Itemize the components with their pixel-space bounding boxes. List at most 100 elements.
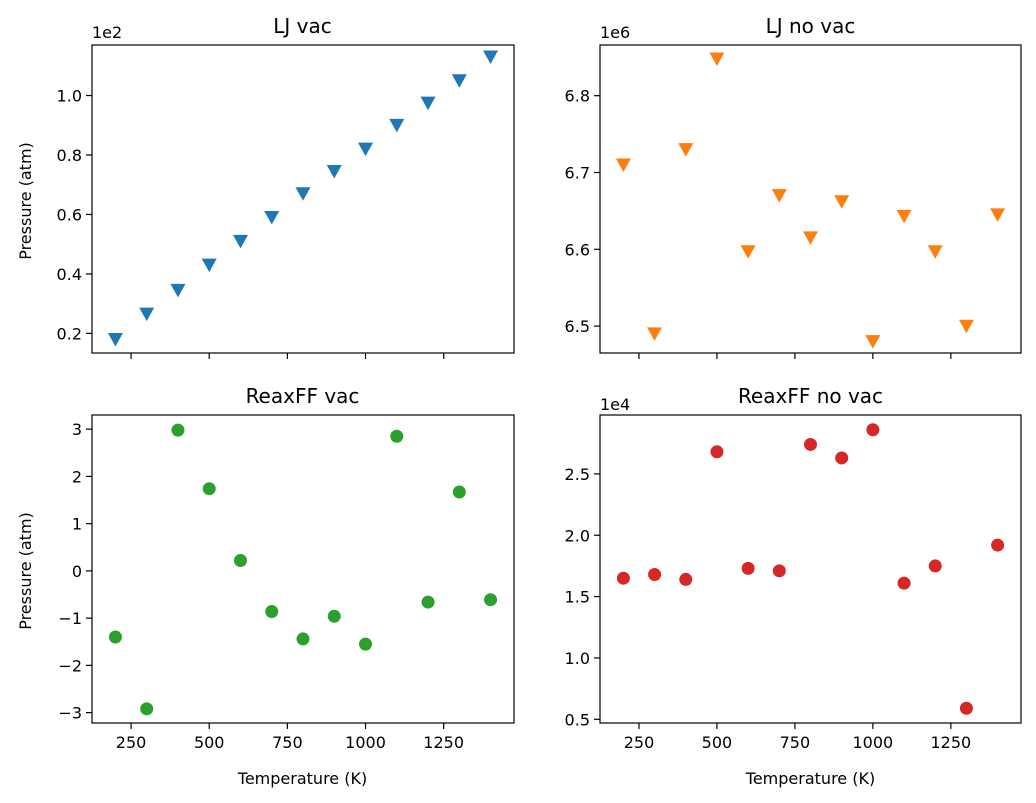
data-point xyxy=(484,593,498,607)
data-point xyxy=(108,630,122,644)
x-tick-label: 250 xyxy=(116,733,147,752)
data-point xyxy=(170,283,186,298)
data-point xyxy=(866,423,880,437)
y-tick-label: 0 xyxy=(72,562,82,581)
y-tick-label: 1.0 xyxy=(565,649,590,668)
y-tick-label: 2.0 xyxy=(565,526,590,545)
data-point xyxy=(202,482,216,496)
y-tick-label: 0.2 xyxy=(57,324,82,343)
data-point xyxy=(452,485,466,499)
data-point xyxy=(710,445,724,459)
y-offset-label: 1e4 xyxy=(600,395,630,414)
data-point xyxy=(616,571,630,585)
y-tick-label: 6.6 xyxy=(565,240,590,259)
data-point xyxy=(647,327,663,341)
y-tick-label: −2 xyxy=(58,656,82,675)
data-point xyxy=(201,258,217,273)
y-tick-label: 1 xyxy=(72,515,82,534)
data-point xyxy=(740,245,756,259)
y-tick-label: −1 xyxy=(58,609,82,628)
y-tick-label: 1.5 xyxy=(565,588,590,607)
data-point xyxy=(958,319,974,334)
data-point xyxy=(107,332,123,347)
y-offset-label: 1e2 xyxy=(92,23,122,42)
x-tick-label: 500 xyxy=(702,733,733,752)
y-tick-label: 2 xyxy=(72,467,82,486)
x-tick-label: 1250 xyxy=(423,733,464,752)
data-point xyxy=(265,605,279,619)
x-tick-label: 500 xyxy=(194,733,225,752)
y-tick-label: 0.5 xyxy=(565,710,590,729)
x-tick-label: 1250 xyxy=(930,733,971,752)
y-axis-label: Pressure (atm) xyxy=(16,512,35,630)
y-tick-label: −3 xyxy=(58,704,82,723)
data-point xyxy=(615,158,631,172)
data-point xyxy=(990,208,1006,222)
x-tick-label: 1000 xyxy=(853,733,894,752)
data-point xyxy=(896,209,912,224)
plot-frame xyxy=(599,414,1022,724)
data-point xyxy=(171,423,185,437)
data-point xyxy=(421,595,435,609)
data-point xyxy=(140,702,154,716)
subplot-reaxff-vac: ReaxFF vac Temperature (K) Pressure (atm… xyxy=(16,384,515,788)
data-point xyxy=(139,307,155,322)
data-point xyxy=(834,195,850,209)
data-point xyxy=(358,142,374,157)
x-axis-label: Temperature (K) xyxy=(745,769,875,788)
x-tick-label: 750 xyxy=(780,733,811,752)
subplot-reaxff-no-vac: ReaxFF no vac 1e4 Temperature (K) 250 500… xyxy=(565,384,1022,788)
data-point xyxy=(835,451,849,465)
data-point xyxy=(295,187,311,201)
subplot-lj-no-vac: LJ no vac 1e6 6.5 6.6 6.7 6.8 xyxy=(565,14,1022,359)
data-point xyxy=(991,538,1005,552)
data-point xyxy=(741,561,755,575)
data-point xyxy=(709,52,725,66)
y-tick-label: 3 xyxy=(72,420,82,439)
y-tick-label: 2.5 xyxy=(565,465,590,484)
subplot-title: LJ vac xyxy=(273,14,332,38)
data-point xyxy=(959,701,973,715)
data-point xyxy=(264,211,280,225)
subplot-title: LJ no vac xyxy=(766,14,856,38)
y-tick-label: 0.8 xyxy=(57,146,82,165)
subplot-lj-vac: LJ vac 1e2 Pressure (atm) 0.2 0.4 0.6 0.8 1.… xyxy=(16,14,515,359)
data-point xyxy=(771,189,787,203)
plot-frame xyxy=(599,44,1022,354)
data-point xyxy=(232,234,248,249)
y-tick-label: 6.7 xyxy=(565,164,590,183)
data-point xyxy=(804,437,817,451)
data-point xyxy=(451,74,467,88)
data-point xyxy=(927,245,943,259)
plot-frame xyxy=(91,414,515,724)
x-tick-label: 250 xyxy=(624,733,655,752)
x-tick-label: 1000 xyxy=(345,733,386,752)
x-axis-label: Temperature (K) xyxy=(237,769,367,788)
data-point xyxy=(296,632,310,646)
y-axis-label: Pressure (atm) xyxy=(16,142,35,260)
data-point xyxy=(390,429,404,443)
y-tick-label: 1.0 xyxy=(57,87,82,106)
x-tick-label: 750 xyxy=(272,733,303,752)
subplot-title: ReaxFF no vac xyxy=(738,384,883,408)
data-point xyxy=(483,50,499,65)
y-tick-label: 6.8 xyxy=(565,87,590,106)
data-point xyxy=(327,609,341,623)
data-point xyxy=(359,637,373,651)
plot-frame xyxy=(91,44,515,354)
data-point xyxy=(420,96,436,111)
data-point xyxy=(897,576,911,590)
y-offset-label: 1e6 xyxy=(600,23,630,42)
data-point xyxy=(865,335,881,349)
data-point xyxy=(772,564,786,578)
data-point xyxy=(803,231,818,245)
data-point xyxy=(326,164,342,179)
data-point xyxy=(678,143,694,157)
y-tick-label: 6.5 xyxy=(565,317,590,336)
data-point xyxy=(233,554,247,567)
y-tick-label: 0.6 xyxy=(57,205,82,224)
y-tick-label: 0.4 xyxy=(57,265,82,284)
data-point xyxy=(389,118,405,133)
subplot-title: ReaxFF vac xyxy=(246,384,360,408)
